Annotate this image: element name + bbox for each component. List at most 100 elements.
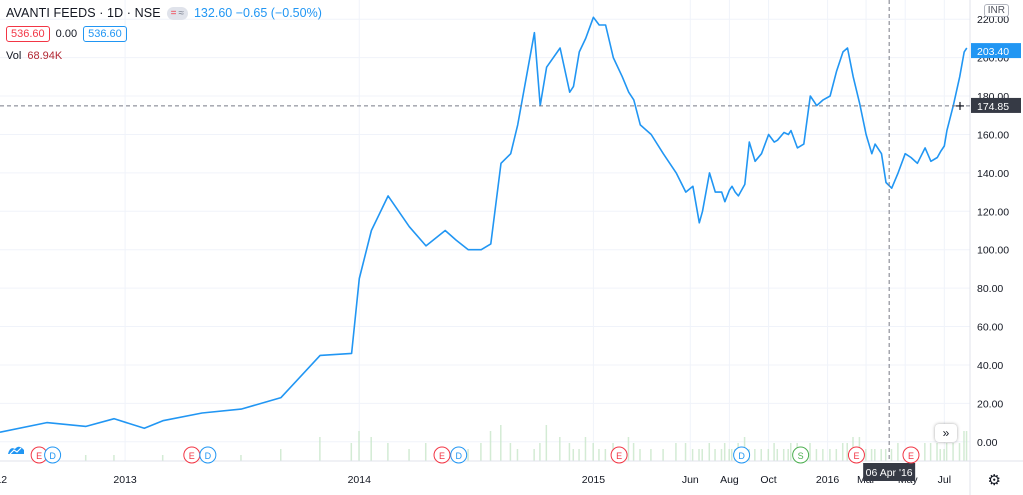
- gear-icon[interactable]: ⚙: [987, 472, 1001, 489]
- indicator-input-3[interactable]: 536.60: [83, 26, 127, 42]
- volume-bar: [773, 443, 775, 461]
- event-marker-label: D: [738, 451, 745, 461]
- x-tick-label: 2015: [582, 474, 606, 486]
- current-price-label: 203.40: [977, 46, 1009, 58]
- event-marker-E: [610, 446, 628, 464]
- volume-bar: [584, 437, 587, 461]
- volume-bar: [604, 449, 607, 461]
- volume-bar: [835, 449, 838, 461]
- indicator-inputs: 536.60 0.00 536.60: [6, 26, 127, 42]
- volume-bar: [627, 437, 630, 461]
- volume-bar: [708, 443, 711, 461]
- volume-bar: [639, 449, 641, 461]
- volume-bar: [500, 425, 502, 461]
- y-tick-label: 100.00: [977, 245, 1009, 257]
- y-tick-label: 160.00: [977, 129, 1009, 141]
- volume-bar: [936, 443, 938, 461]
- volume-bar: [598, 449, 600, 461]
- x-tick-label: Jul: [938, 474, 951, 486]
- scroll-to-realtime-button[interactable]: »: [935, 424, 957, 442]
- volume-bar: [865, 449, 867, 461]
- volume-bar: [929, 443, 932, 461]
- volume-bar: [822, 449, 824, 461]
- y-tick-label: 0.00: [977, 437, 998, 449]
- crosshair-date-label: 06 Apr '16: [866, 467, 913, 479]
- event-marker-D: [450, 446, 468, 464]
- volume-bar: [632, 443, 635, 461]
- volume-legend: Vol 68.94K: [6, 50, 62, 62]
- volume-bar: [568, 443, 571, 461]
- tradingview-logo[interactable]: [6, 443, 26, 457]
- price-line: [0, 16, 968, 433]
- volume-bar: [730, 449, 733, 461]
- volume-bar: [924, 443, 926, 461]
- volume-bar: [790, 443, 792, 461]
- volume-bar: [897, 443, 899, 461]
- volume-bar: [880, 449, 882, 461]
- volume-bar: [939, 449, 941, 461]
- volume-bar: [84, 455, 87, 461]
- volume-bar: [684, 443, 687, 461]
- volume-bar: [841, 443, 844, 461]
- event-marker-label: D: [455, 451, 462, 461]
- x-tick-label: Aug: [720, 474, 739, 486]
- volume-bar: [559, 437, 561, 461]
- volume-bar: [240, 455, 242, 461]
- y-tick-label: 40.00: [977, 360, 1003, 372]
- volume-bar: [387, 443, 389, 461]
- event-marker-label: E: [439, 451, 445, 461]
- volume-bar: [723, 443, 726, 461]
- y-tick-label: 60.00: [977, 322, 1003, 334]
- compare-toggle[interactable]: = ≈: [166, 6, 188, 20]
- event-marker-label: E: [908, 451, 914, 461]
- volume-bar: [489, 431, 492, 461]
- volume-bar: [815, 449, 818, 461]
- volume-bar: [350, 443, 353, 461]
- crosshair-price-label: 174.85: [977, 101, 1009, 113]
- volume-label: Vol: [6, 50, 22, 62]
- volume-bar: [870, 449, 873, 461]
- volume-bar: [662, 449, 664, 461]
- volume-bar: [161, 455, 164, 461]
- volume-bar: [279, 449, 282, 461]
- volume-value: 68.94K: [27, 50, 63, 62]
- volume-bar: [408, 449, 410, 461]
- event-marker-E: [902, 446, 920, 464]
- event-marker-label: D: [49, 451, 56, 461]
- event-marker-D: [733, 446, 751, 464]
- volume-bar: [890, 449, 893, 461]
- volume-bar: [113, 455, 115, 461]
- volume-bar: [945, 443, 948, 461]
- volume-bar: [424, 443, 427, 461]
- symbol-title[interactable]: AVANTI FEEDS · 1D · NSE: [6, 6, 161, 20]
- volume-bar: [767, 449, 770, 461]
- event-marker-S: [792, 446, 810, 464]
- event-marker-D: [199, 446, 217, 464]
- crosshair-date-bg: [863, 463, 916, 481]
- indicator-input-2: 0.00: [55, 28, 78, 40]
- volume-bar: [943, 449, 945, 461]
- volume-bar: [965, 431, 968, 461]
- volume-bar: [319, 437, 321, 461]
- volume-bar: [539, 443, 541, 461]
- event-marker-label: E: [36, 451, 42, 461]
- volume-bar: [516, 449, 519, 461]
- event-marker-label: S: [798, 451, 804, 461]
- event-marker-label: E: [853, 451, 859, 461]
- x-tick-label: Oct: [760, 474, 776, 486]
- y-tick-label: 140.00: [977, 168, 1009, 180]
- y-tick-label: 120.00: [977, 206, 1009, 218]
- volume-bar: [650, 449, 652, 461]
- y-tick-label: 20.00: [977, 398, 1003, 410]
- volume-bar: [533, 449, 535, 461]
- volume-bar: [846, 443, 848, 461]
- volume-bar: [776, 449, 779, 461]
- indicator-input-1[interactable]: 536.60: [6, 26, 50, 42]
- ohlc-values: 132.60 −0.65 (−0.50%): [193, 6, 322, 20]
- currency-badge[interactable]: INR: [983, 4, 1009, 17]
- volume-bar: [958, 443, 961, 461]
- volume-bar: [809, 443, 811, 461]
- volume-bar: [952, 443, 954, 461]
- volume-bar: [714, 449, 716, 461]
